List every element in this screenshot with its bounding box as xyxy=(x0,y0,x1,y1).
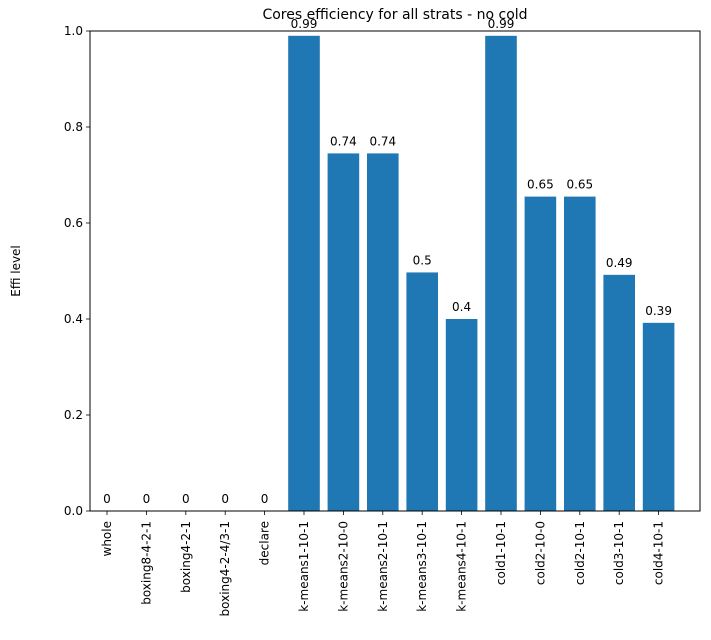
x-tick-label-11: cold2-10-0 xyxy=(533,521,547,585)
data-label-14: 0.39 xyxy=(645,304,672,318)
plot-frame xyxy=(89,30,701,512)
x-tick-label-7: k-means2-10-1 xyxy=(376,521,390,612)
bar-13 xyxy=(603,274,635,511)
x-tick-label-1: boxing8-4-2-1 xyxy=(139,521,153,605)
y-tick-label-5: 1.0 xyxy=(64,24,83,38)
data-label-0: 0 xyxy=(103,492,111,506)
x-tick-label-12: cold2-10-1 xyxy=(573,521,587,585)
x-tick-label-14: cold4-10-1 xyxy=(652,521,666,585)
data-label-8: 0.5 xyxy=(413,253,432,267)
y-tick-label-1: 0.2 xyxy=(64,408,83,422)
data-label-7: 0.74 xyxy=(369,134,396,148)
y-axis: 0.0 0.2 0.4 0.6 0.8 1.0 xyxy=(64,24,90,518)
bar-7 xyxy=(367,153,399,511)
bar-9 xyxy=(445,319,478,511)
data-label-4: 0 xyxy=(261,492,269,506)
y-axis-label: Effi level xyxy=(9,245,23,297)
x-tick-label-4: declare xyxy=(258,521,272,565)
x-tick-label-10: cold1-10-1 xyxy=(494,521,508,585)
x-tick-label-5: k-means1-10-1 xyxy=(297,521,311,612)
chart-title: Cores efficiency for all strats - no col… xyxy=(262,7,527,23)
x-tick-label-2: boxing4-2-1 xyxy=(179,521,193,593)
bar-11 xyxy=(524,196,557,511)
x-tick-label-3: boxing4-2-4/3-1 xyxy=(218,521,232,616)
data-label-10: 0.99 xyxy=(488,17,515,31)
x-tick-label-6: k-means2-10-0 xyxy=(336,521,350,612)
data-labels-group: 0 0 0 0 0 0.99 0.74 0.74 0.5 0.4 0.99 0.65 0.65 0.49 0… xyxy=(103,17,672,506)
data-label-6: 0.74 xyxy=(330,134,357,148)
x-axis: whole boxing8-4-2-1 boxing4-2-1 boxing4-2-4… xyxy=(100,511,666,616)
bars-group xyxy=(288,35,675,512)
data-label-11: 0.65 xyxy=(527,178,554,192)
data-label-5: 0.99 xyxy=(291,17,318,31)
data-label-1: 0 xyxy=(143,492,151,506)
data-label-3: 0 xyxy=(221,492,229,506)
bar-5 xyxy=(288,35,320,512)
y-tick-label-3: 0.6 xyxy=(64,216,83,230)
x-tick-label-9: k-means4-10-1 xyxy=(455,521,469,612)
x-tick-label-8: k-means3-10-1 xyxy=(415,521,429,612)
y-tick-label-4: 0.8 xyxy=(64,120,83,134)
x-tick-label-13: cold3-10-1 xyxy=(612,521,626,585)
data-label-13: 0.49 xyxy=(606,256,633,270)
data-label-2: 0 xyxy=(182,492,190,506)
bar-14 xyxy=(642,322,675,511)
data-label-9: 0.4 xyxy=(452,300,471,314)
bar-10 xyxy=(485,35,517,512)
y-tick-label-0: 0.0 xyxy=(64,504,83,518)
bar-8 xyxy=(406,272,438,511)
x-tick-label-0: whole xyxy=(100,521,114,556)
bar-12 xyxy=(564,196,596,511)
bar-6 xyxy=(327,153,360,511)
y-tick-label-2: 0.4 xyxy=(64,312,83,326)
data-label-12: 0.65 xyxy=(566,178,593,192)
